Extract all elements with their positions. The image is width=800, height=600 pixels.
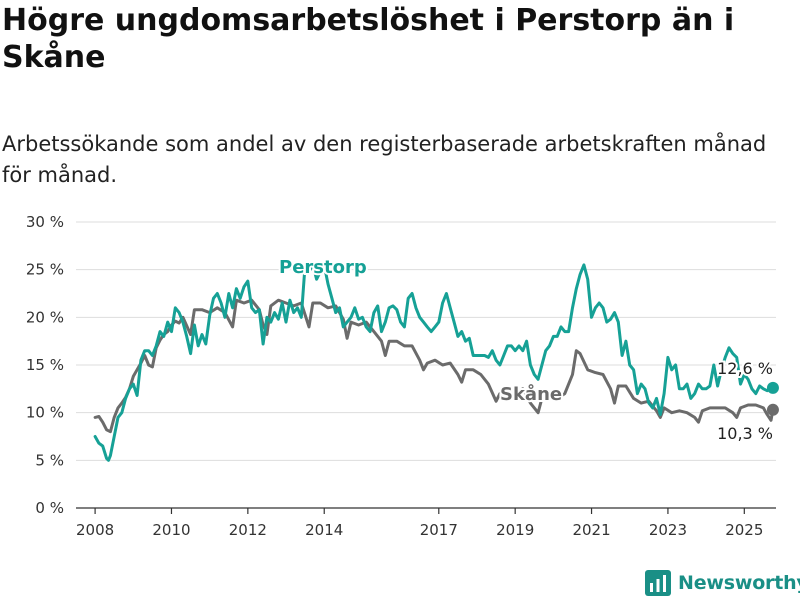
x-tick-label: 2019 (496, 521, 534, 539)
x-tick-label: 2017 (420, 521, 458, 539)
x-tick-label: 2021 (572, 521, 610, 539)
x-tick-label: 2014 (305, 521, 343, 539)
end-point-perstorp (766, 381, 779, 394)
x-axis: 2008 2010 2012 2014 2017 2019 2021 2023 2025 (76, 507, 776, 539)
chart-subtitle: Arbetssökande som andel av den registerb… (2, 132, 767, 187)
series-name-label: Skåne (500, 383, 562, 405)
end-value-label: 12,6 % (717, 359, 773, 378)
x-tick-label: 2010 (152, 521, 190, 539)
brand-name: Newsworthy (678, 572, 800, 594)
series-name-label: Perstorp (279, 257, 367, 278)
y-tick-label: 0 % (35, 499, 64, 517)
x-tick-label: 2025 (725, 521, 763, 539)
x-tick-label: 2012 (229, 521, 267, 539)
y-tick-label: 30 % (26, 213, 64, 231)
y-tick-label: 10 % (26, 404, 64, 422)
end-value-label: 10,3 % (717, 424, 773, 443)
series-line-perstorp (93, 263, 775, 462)
series-labels: Skåne 10,3 % Perstorp 12,6 % (277, 255, 775, 445)
y-tick-label: 25 % (26, 261, 64, 279)
y-tick-label: 15 % (26, 356, 64, 374)
newsworthy-logo-icon (645, 570, 671, 596)
y-tick-label: 20 % (26, 308, 64, 326)
series-lines (93, 263, 779, 462)
x-tick-label: 2008 (76, 521, 114, 539)
y-tick-label: 5 % (35, 451, 64, 469)
series-line-skåne (93, 298, 775, 434)
x-tick-label: 2023 (649, 521, 687, 539)
brand-logo: Newsworthy (645, 569, 800, 597)
y-axis-tick-labels: 0 % 5 % 10 % 15 % 20 % 25 % 30 % (26, 213, 64, 517)
end-point-skåne (766, 403, 779, 416)
chart-title: Högre ungdomsarbetslöshet i Perstorp än … (2, 3, 735, 75)
